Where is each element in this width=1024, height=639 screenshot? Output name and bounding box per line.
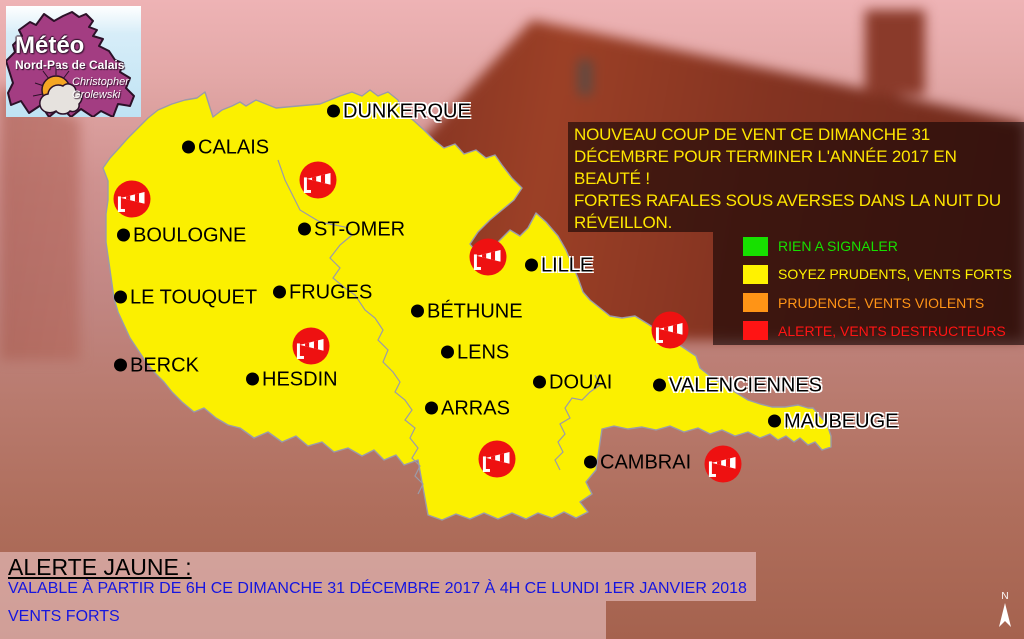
svg-text:N: N [1001, 591, 1008, 602]
